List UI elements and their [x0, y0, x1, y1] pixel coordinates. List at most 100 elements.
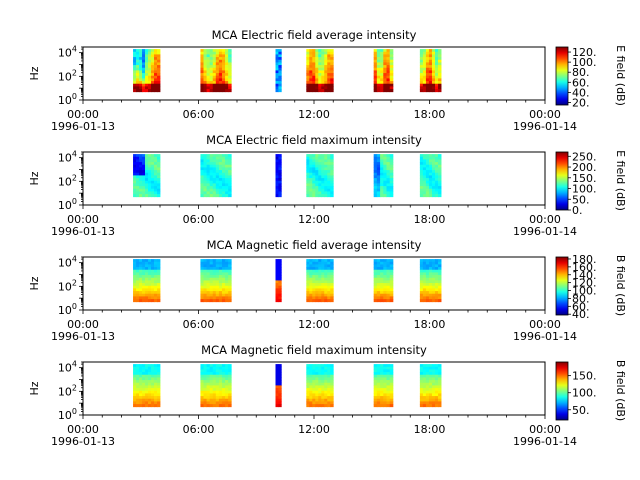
spectrogram-cell	[309, 280, 313, 284]
spectrogram-cell	[419, 388, 424, 392]
spectrogram-cell	[133, 401, 137, 405]
spectrogram-cell	[278, 374, 282, 378]
spectrogram-cell	[425, 194, 430, 198]
spectrogram-cell	[157, 75, 161, 79]
spectrogram-cell	[386, 264, 391, 268]
spectrogram-cell	[373, 159, 378, 163]
spectrogram-cell	[209, 296, 214, 300]
spectrogram-cell	[309, 170, 313, 174]
spectrogram-cell	[228, 75, 232, 79]
spectrogram-cell	[157, 175, 161, 179]
spectrogram-cell	[221, 156, 226, 160]
spectrogram-cell	[200, 180, 204, 184]
spectrogram-cell	[221, 180, 226, 184]
spectrogram-cell	[215, 390, 220, 394]
spectrogram-cell	[419, 293, 424, 297]
spectrogram-cell	[148, 285, 152, 289]
spectrogram-cell	[376, 293, 381, 297]
spectrogram-cell	[330, 280, 334, 284]
spectrogram-cell	[327, 178, 331, 182]
spectrogram-cell	[315, 170, 319, 174]
spectrogram-cell	[373, 89, 378, 93]
spectrogram-cell	[330, 154, 334, 158]
spectrogram-cell	[200, 372, 204, 376]
spectrogram-cell	[157, 269, 161, 273]
spectrogram-cell	[315, 269, 319, 273]
spectrogram-cell	[312, 83, 316, 87]
spectrogram-cell	[215, 272, 220, 276]
spectrogram-cell	[221, 404, 226, 408]
spectrogram-cell	[431, 261, 436, 265]
spectrogram-cell	[376, 398, 381, 402]
spectrogram-cell	[419, 159, 424, 163]
spectrogram-cell	[428, 164, 433, 168]
spectrogram-cell	[212, 385, 217, 389]
spectrogram-cell	[228, 81, 232, 85]
spectrogram-cell	[145, 70, 149, 74]
spectrogram-cell	[309, 364, 313, 368]
spectrogram-cell	[215, 188, 220, 192]
spectrogram-cell	[145, 183, 149, 187]
spectrogram-cell	[218, 167, 223, 171]
spectrogram-cell	[422, 296, 427, 300]
spectrogram-cell	[139, 170, 143, 174]
spectrogram-cell	[327, 277, 331, 281]
spectrogram-cell	[315, 272, 319, 276]
spectrogram-cell	[228, 191, 232, 195]
spectrogram-cell	[142, 366, 146, 370]
spectrogram-cell	[142, 188, 146, 192]
spectrogram-cell	[145, 51, 149, 55]
spectrogram-cell	[318, 180, 322, 184]
spectrogram-cell	[133, 78, 137, 82]
spectrogram-cell	[386, 180, 391, 184]
spectrogram-cell	[431, 369, 436, 373]
spectrogram-cell	[431, 54, 436, 58]
spectrogram-cell	[139, 81, 143, 85]
spectrogram-cell	[422, 280, 427, 284]
spectrogram-cell	[209, 275, 214, 279]
spectrogram-cell	[321, 299, 325, 303]
x-tick-label: 00:00	[529, 108, 561, 121]
spectrogram-cell	[431, 65, 436, 69]
y-tick-label: 104	[58, 45, 77, 60]
spectrogram-cell	[151, 261, 155, 265]
y-tick-exponent: 2	[72, 278, 77, 287]
spectrogram-cell	[148, 390, 152, 394]
spectrogram-cell	[218, 154, 223, 158]
spectrogram-cell	[425, 164, 430, 168]
spectrogram-cell	[203, 285, 207, 289]
spectrogram-cell	[206, 377, 211, 381]
spectrogram-cell	[312, 54, 316, 58]
spectrogram-cell	[376, 194, 381, 198]
spectrogram-cell	[151, 280, 155, 284]
spectrogram-cell	[154, 296, 158, 300]
spectrogram-cell	[330, 388, 334, 392]
spectrogram-cell	[389, 59, 394, 63]
spectrogram-cell	[136, 272, 140, 276]
colorbar-tick-label: 40.	[572, 308, 590, 321]
spectrogram-cell	[278, 267, 282, 271]
spectrogram-cell	[383, 259, 387, 263]
spectrogram-cell	[203, 404, 207, 408]
spectrogram-cell	[327, 70, 331, 74]
spectrogram-cell	[145, 374, 149, 378]
spectrogram-cell	[435, 293, 439, 297]
spectrogram-cell	[209, 75, 214, 79]
spectrogram-cell	[376, 393, 381, 397]
spectrogram-cell	[215, 396, 220, 400]
spectrogram-cell	[225, 62, 229, 66]
spectrogram-cell	[376, 67, 381, 71]
spectrogram-cell	[157, 73, 161, 77]
x-date-label: 1996-01-13	[51, 120, 115, 133]
spectrogram-cell	[154, 59, 158, 63]
spectrogram-cell	[389, 156, 394, 160]
y-tick-label: 104	[58, 150, 77, 165]
spectrogram-cell	[136, 404, 140, 408]
spectrogram-cell	[154, 380, 158, 384]
spectrogram-cell	[425, 59, 430, 63]
spectrogram-cell	[275, 398, 279, 402]
spectrogram-cell	[321, 180, 325, 184]
spectrogram-cell	[422, 65, 427, 69]
spectrogram-cell	[142, 299, 146, 303]
spectrogram-cell	[209, 299, 214, 303]
